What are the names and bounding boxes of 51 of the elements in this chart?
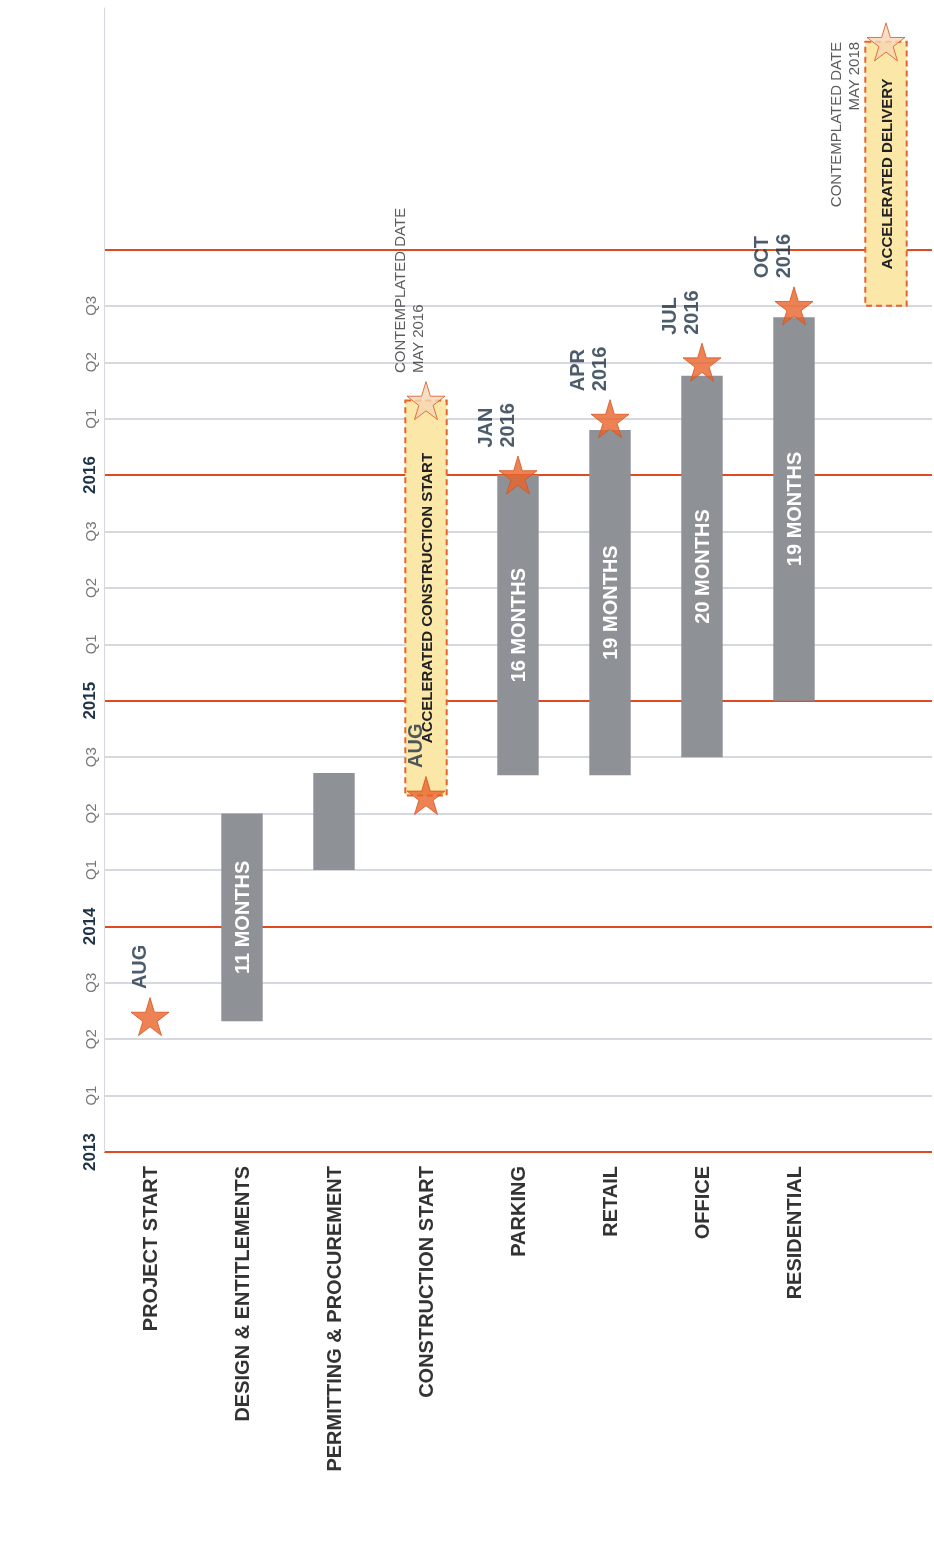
point bbox=[682, 342, 722, 382]
y-tick-label: 2014 bbox=[80, 906, 99, 946]
y-tick-label: 2015 bbox=[80, 681, 99, 720]
data-label: APR 2016 bbox=[566, 346, 610, 392]
y-tick-label: Q1 bbox=[82, 1085, 99, 1106]
y-tick-label: Q3 bbox=[82, 521, 99, 542]
data-label: JAN 2016 bbox=[474, 403, 518, 448]
point bbox=[498, 455, 538, 495]
y-tick-label: Q3 bbox=[82, 972, 99, 993]
bar bbox=[313, 772, 355, 870]
bar bbox=[773, 317, 815, 701]
x-tick-label: PARKING bbox=[507, 1166, 529, 1257]
y-tick-label: Q1 bbox=[82, 859, 99, 880]
x-tick-label: CONSTRUCTION START bbox=[415, 1166, 437, 1398]
point bbox=[130, 997, 170, 1037]
y-tick-label: Q1 bbox=[82, 634, 99, 655]
y-tick-label: Q2 bbox=[82, 352, 99, 373]
x-tick-label: OFFICE bbox=[691, 1166, 713, 1240]
data-label: AUG bbox=[128, 944, 150, 990]
x-tick-label: RETAIL bbox=[599, 1166, 621, 1237]
x-tick-label: PROJECT START bbox=[139, 1166, 161, 1332]
point bbox=[866, 22, 906, 62]
x-tick-label: DESIGN & ENTITLEMENTS bbox=[231, 1166, 253, 1422]
y-tick-label: Q2 bbox=[82, 1029, 99, 1050]
y-tick-label: Q3 bbox=[82, 295, 99, 316]
annotation: 20 MONTHS bbox=[691, 509, 713, 624]
data-label: CONTEMPLATED DATE MAY 2018 bbox=[827, 41, 862, 208]
annotation: 16 MONTHS bbox=[507, 567, 529, 683]
data-label: ACCELERATED DELIVERY bbox=[877, 78, 895, 270]
point bbox=[406, 775, 446, 815]
data-label: JUL 2016 bbox=[658, 290, 702, 335]
x-tick-label: RESIDENTIAL bbox=[783, 1166, 805, 1300]
annotation: 19 MONTHS bbox=[783, 451, 805, 567]
bar bbox=[589, 429, 631, 776]
x-tick-label: PERMITTING & PROCUREMENT bbox=[323, 1166, 345, 1472]
point bbox=[590, 399, 630, 439]
y-tick-label: Q2 bbox=[82, 577, 99, 598]
y-tick-label: Q2 bbox=[82, 803, 99, 824]
data-label: CONTEMPLATED DATE MAY 2016 bbox=[390, 207, 426, 374]
bar bbox=[681, 375, 723, 758]
bar bbox=[497, 475, 539, 776]
y-tick-label: Q3 bbox=[82, 747, 99, 768]
y-tick-label: 2016 bbox=[80, 456, 99, 494]
annotation: 19 MONTHS bbox=[599, 545, 621, 660]
annotation: 11 MONTHS bbox=[231, 860, 253, 975]
y-tick-label: 2013 bbox=[80, 1133, 99, 1171]
point bbox=[406, 381, 446, 421]
y-tick-label: Q1 bbox=[82, 408, 99, 429]
data-label: OCT 2016 bbox=[750, 233, 794, 279]
point bbox=[774, 286, 814, 326]
bar bbox=[221, 813, 263, 1022]
